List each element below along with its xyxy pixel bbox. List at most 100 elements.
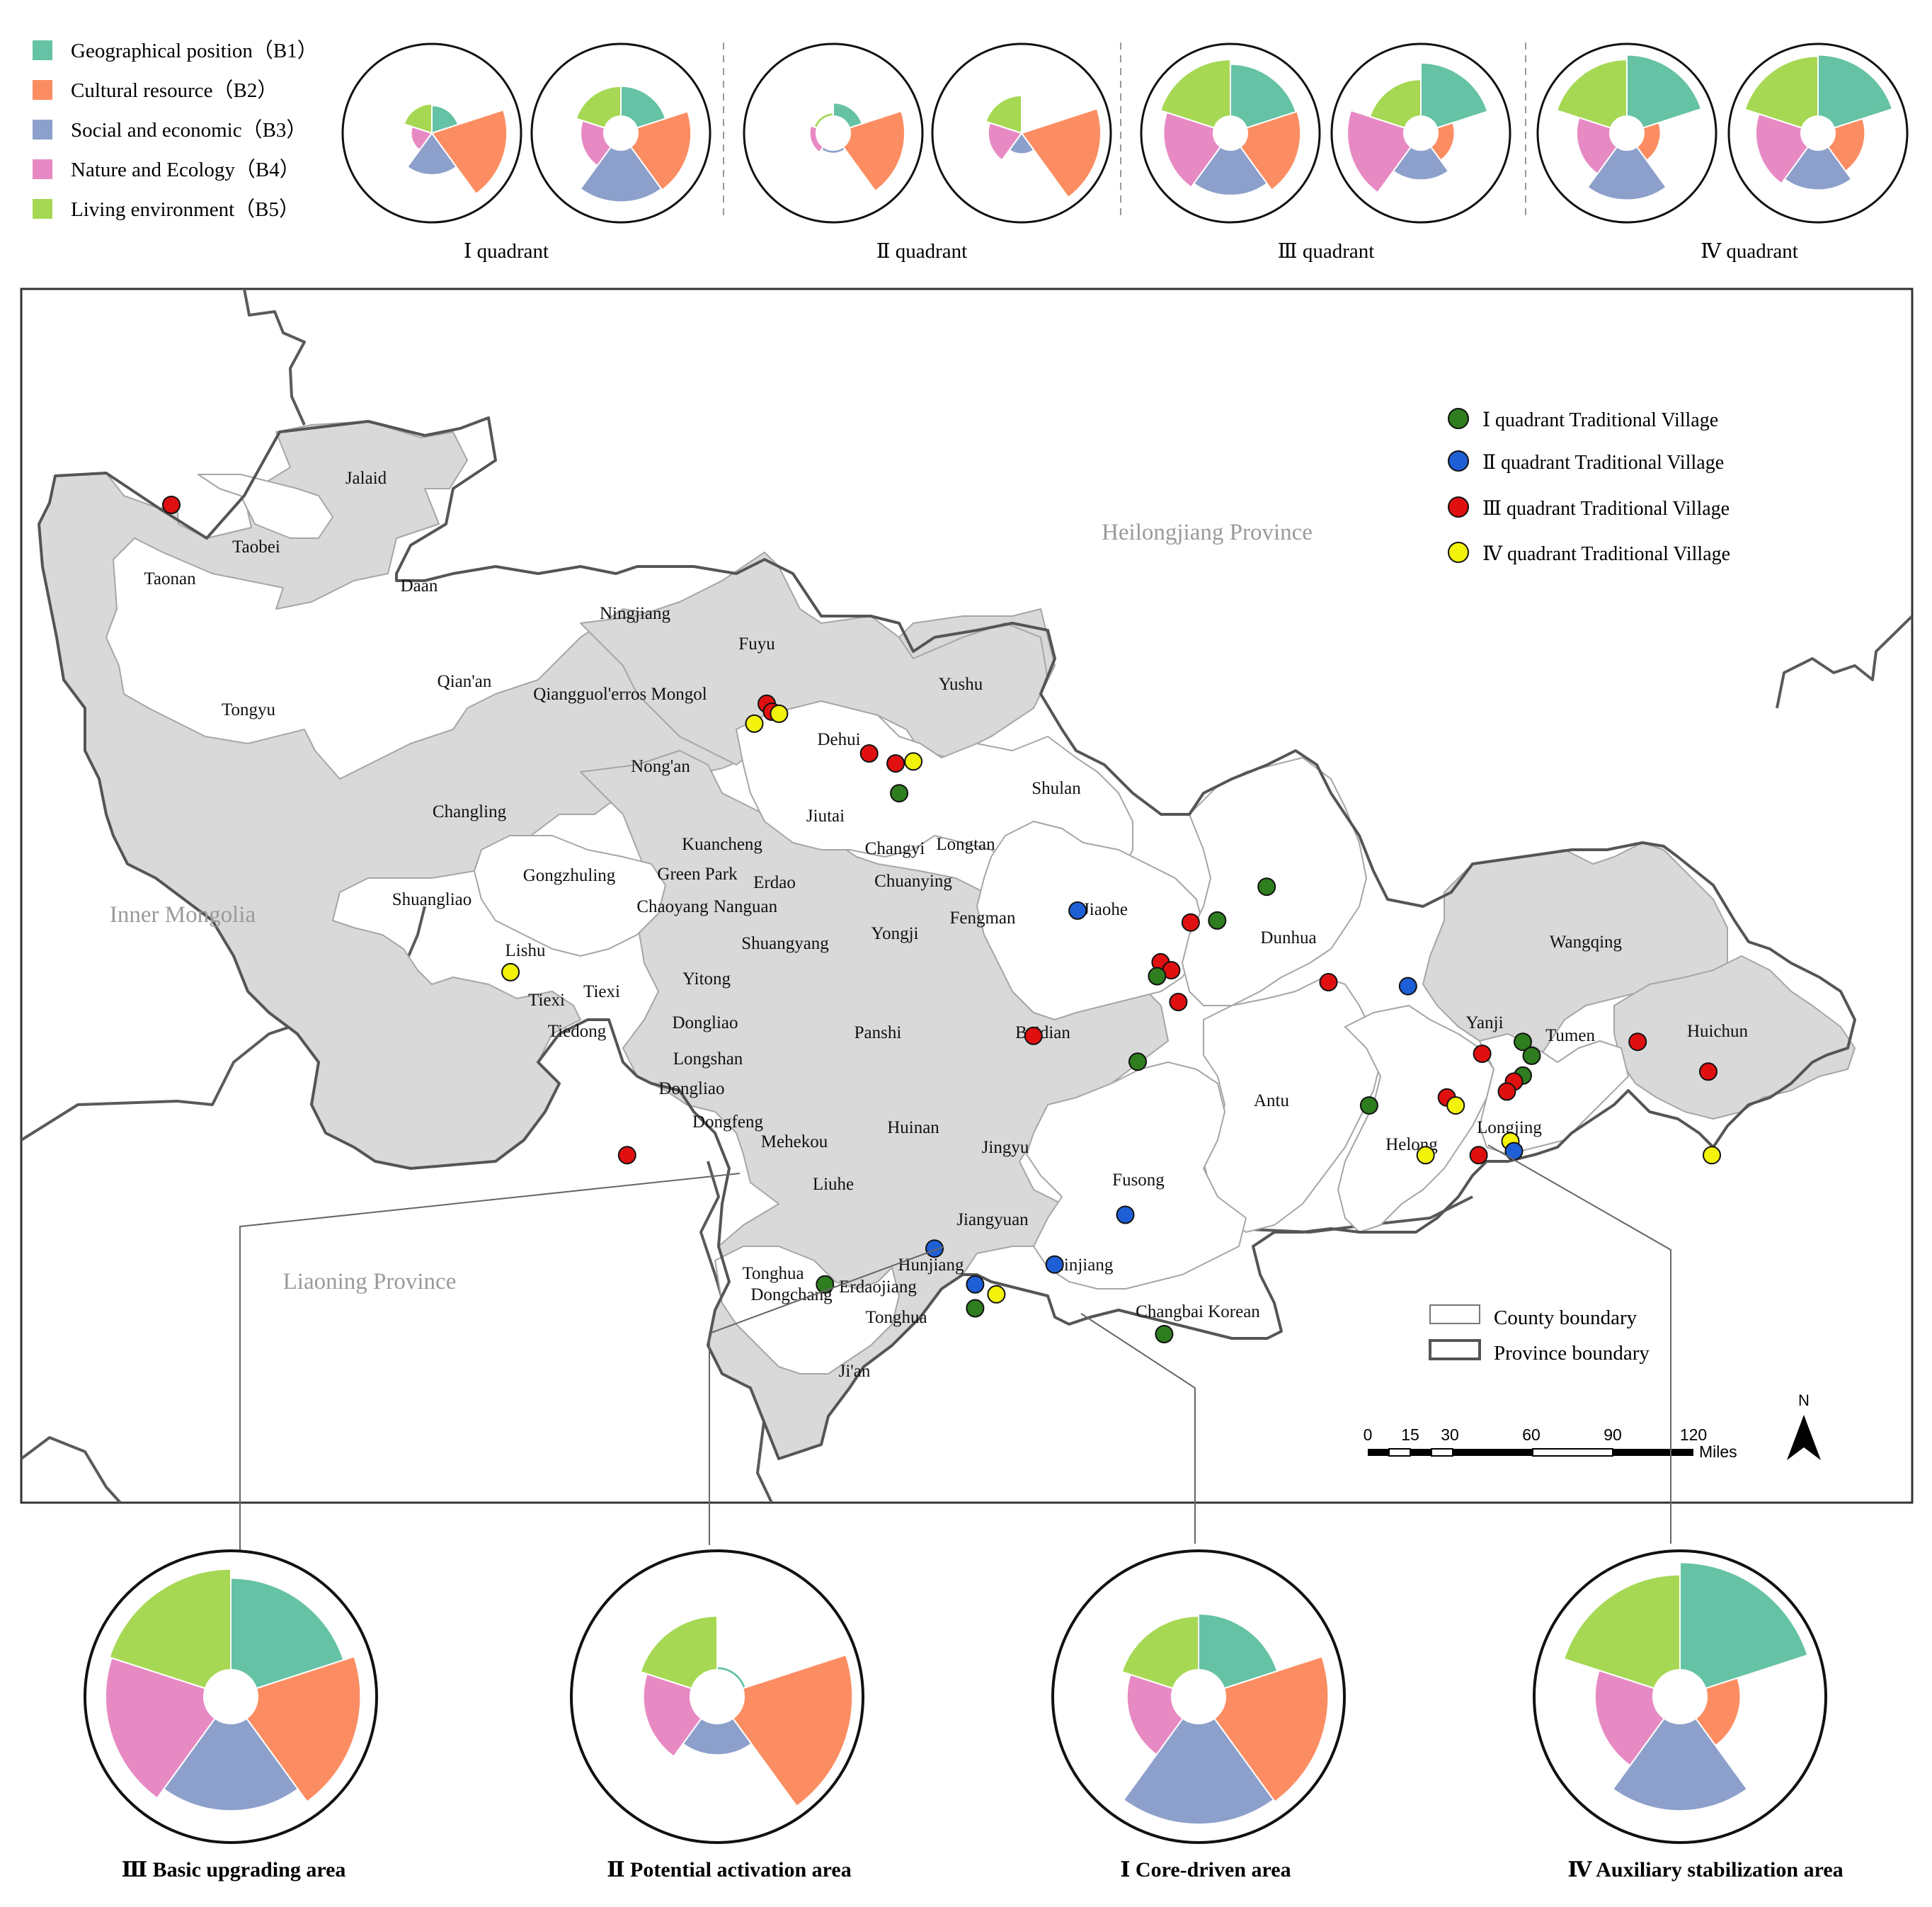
rose-sector-cultural-resource [629, 110, 692, 191]
county-label: Yushu [939, 675, 983, 694]
village-point-q3 [1319, 973, 1338, 991]
rose-chart-q2-b [931, 42, 1112, 224]
rose-chart-q1-a [341, 42, 522, 224]
rose-sector-social-and-economic [1587, 146, 1667, 201]
rose-sector-geographical-position [230, 1577, 345, 1690]
rose-sector-social-and-economic [1783, 146, 1853, 191]
rose-sector-cultural-resource [1827, 118, 1866, 173]
scale-tick-120: 120 [1680, 1425, 1707, 1444]
rose-sector-cultural-resource [430, 108, 508, 195]
zoom-rose-panel: Ⅲ Basic upgrading area Ⅱ Potential activ… [84, 1549, 1844, 1882]
village-point-q1 [1128, 1052, 1147, 1071]
region-label-liaoning: Liaoning Province [283, 1269, 457, 1294]
county-label: Dongliao [658, 1079, 724, 1098]
rose-chart-basic-upgrading [104, 1568, 362, 1812]
rose-sector-cultural-resource [1020, 108, 1102, 199]
rose-sector-cultural-resource [842, 110, 906, 193]
village-point-q1 [1148, 967, 1167, 986]
legend-label-b3: Social and economic（B3） [71, 119, 307, 142]
quadrant-rose-panel: Ⅰ quadrant Ⅱ quadrant Ⅲ quadrant Ⅳ quadr… [341, 42, 1909, 263]
scale-tick-90: 90 [1604, 1425, 1622, 1444]
village-point-q4 [987, 1285, 1006, 1304]
legend-label-q1: Ⅰ quadrant Traditional Village [1482, 409, 1718, 431]
rose-sector-nature-and-ecology [1347, 109, 1412, 194]
zoom-title-1: Ⅰ Core-driven area [1120, 1858, 1291, 1882]
rose-chart-auxiliary-stabilization [1562, 1561, 1809, 1812]
rose-sector-cultural-resource [245, 1656, 362, 1803]
county-label: Jingyu [982, 1138, 1029, 1157]
map: Heilongjiang Province Inner Mongolia Lia… [21, 289, 1912, 1503]
rose-chart-q2-a [743, 42, 924, 224]
north-label: N [1798, 1391, 1810, 1409]
rose-sector-social-and-economic [579, 146, 663, 203]
unshaded-counties [198, 474, 1629, 1374]
legend-label-b1: Geographical position（B1） [71, 40, 318, 62]
county-label: Jiaohe [1082, 900, 1128, 919]
village-point-q3 [1469, 1146, 1488, 1165]
scale-tick-15: 15 [1401, 1425, 1419, 1444]
village-point-q1 [1359, 1096, 1378, 1115]
county-label: Yitong [682, 969, 731, 989]
county-label: Ningjiang [600, 604, 670, 623]
county-label: Shuangyang [741, 934, 829, 953]
county-label: Dunhua [1260, 928, 1316, 947]
rose-sector-social-and-economic [1122, 1717, 1275, 1826]
county-label: Jiutai [806, 807, 845, 826]
legend-swatch-b2 [33, 80, 52, 100]
county-label: Tiexi [583, 982, 620, 1001]
village-point-q4 [1446, 1096, 1465, 1115]
village-points [162, 496, 1721, 1343]
rose-sector-living-environment [1159, 59, 1231, 129]
village-point-q3 [1473, 1044, 1492, 1064]
legend-province-boundary-swatch [1429, 1339, 1481, 1360]
legend-label-b2: Cultural resource（B2） [71, 79, 278, 102]
legend-point-q4 [1448, 542, 1469, 563]
county-label: Chaoyang [636, 897, 709, 916]
county-label: Taobei [232, 537, 280, 557]
rose-chart-q4-b [1727, 42, 1909, 224]
county-label: Changbai Korean [1136, 1302, 1260, 1321]
county-label: Qiangguol'erros Mongol [533, 685, 707, 704]
zoom-title-4: Ⅳ Auxiliary stabilization area [1567, 1858, 1843, 1882]
county-label: Yongji [871, 924, 919, 943]
jilin-province-boundary [38, 416, 1856, 1460]
county-label: Huichun [1687, 1022, 1749, 1041]
county-label: Hunjiang [898, 1256, 964, 1275]
rose-sector-living-environment [1121, 1615, 1199, 1690]
county-label: Fuyu [738, 634, 775, 654]
legend-point-q2 [1448, 450, 1469, 472]
rose-sector-living-environment [1562, 1573, 1681, 1690]
village-point-q2 [966, 1275, 985, 1294]
scale-tick-60: 60 [1522, 1425, 1541, 1444]
county-labels: Jalaid Taobei Taonan Daan Ningjiang Fuyu… [144, 469, 1748, 1381]
rose-sector-social-and-economic [406, 132, 458, 176]
village-point-q4 [1416, 1146, 1435, 1165]
rose-sector-social-and-economic [1392, 146, 1450, 181]
county-label: Jalaid [345, 469, 387, 488]
region-label-heilongjiang: Heilongjiang Province [1102, 520, 1313, 545]
rose-sector-living-environment [1744, 55, 1819, 129]
legend-swatch-b4 [33, 159, 52, 179]
county-label: Dongliao [672, 1013, 738, 1032]
legend-label-q2: Ⅱ quadrant Traditional Village [1482, 452, 1724, 474]
legend-label-q4: Ⅳ quadrant Traditional Village [1482, 543, 1730, 565]
rose-sector-nature-and-ecology [1126, 1673, 1184, 1756]
county-label: Kuancheng [682, 835, 762, 854]
leader-lines [239, 1144, 1671, 1552]
county-label: Liuhe [813, 1175, 854, 1194]
rose-sector-geographical-position [1230, 63, 1297, 129]
zoom-title-3: Ⅲ Basic upgrading area [122, 1858, 346, 1882]
village-point-q3 [1699, 1062, 1717, 1081]
county-label: Huinan [887, 1118, 939, 1137]
rose-chart-q3-b [1330, 42, 1511, 224]
rose-sector-nature-and-ecology [987, 122, 1023, 161]
rose-sector-geographical-position [1626, 54, 1703, 129]
rose-sector-cultural-resource [731, 1653, 854, 1808]
legend-label-b5: Living environment（B5） [71, 198, 299, 221]
county-label: Chuanying [874, 872, 952, 891]
rose-sector-nature-and-ecology [104, 1657, 217, 1799]
county-label: Antu [1254, 1091, 1290, 1110]
legend-province-boundary-label: Province boundary [1494, 1342, 1650, 1365]
rose-chart-core-driven [1121, 1612, 1330, 1826]
rose-sector-geographical-position [1198, 1612, 1279, 1690]
